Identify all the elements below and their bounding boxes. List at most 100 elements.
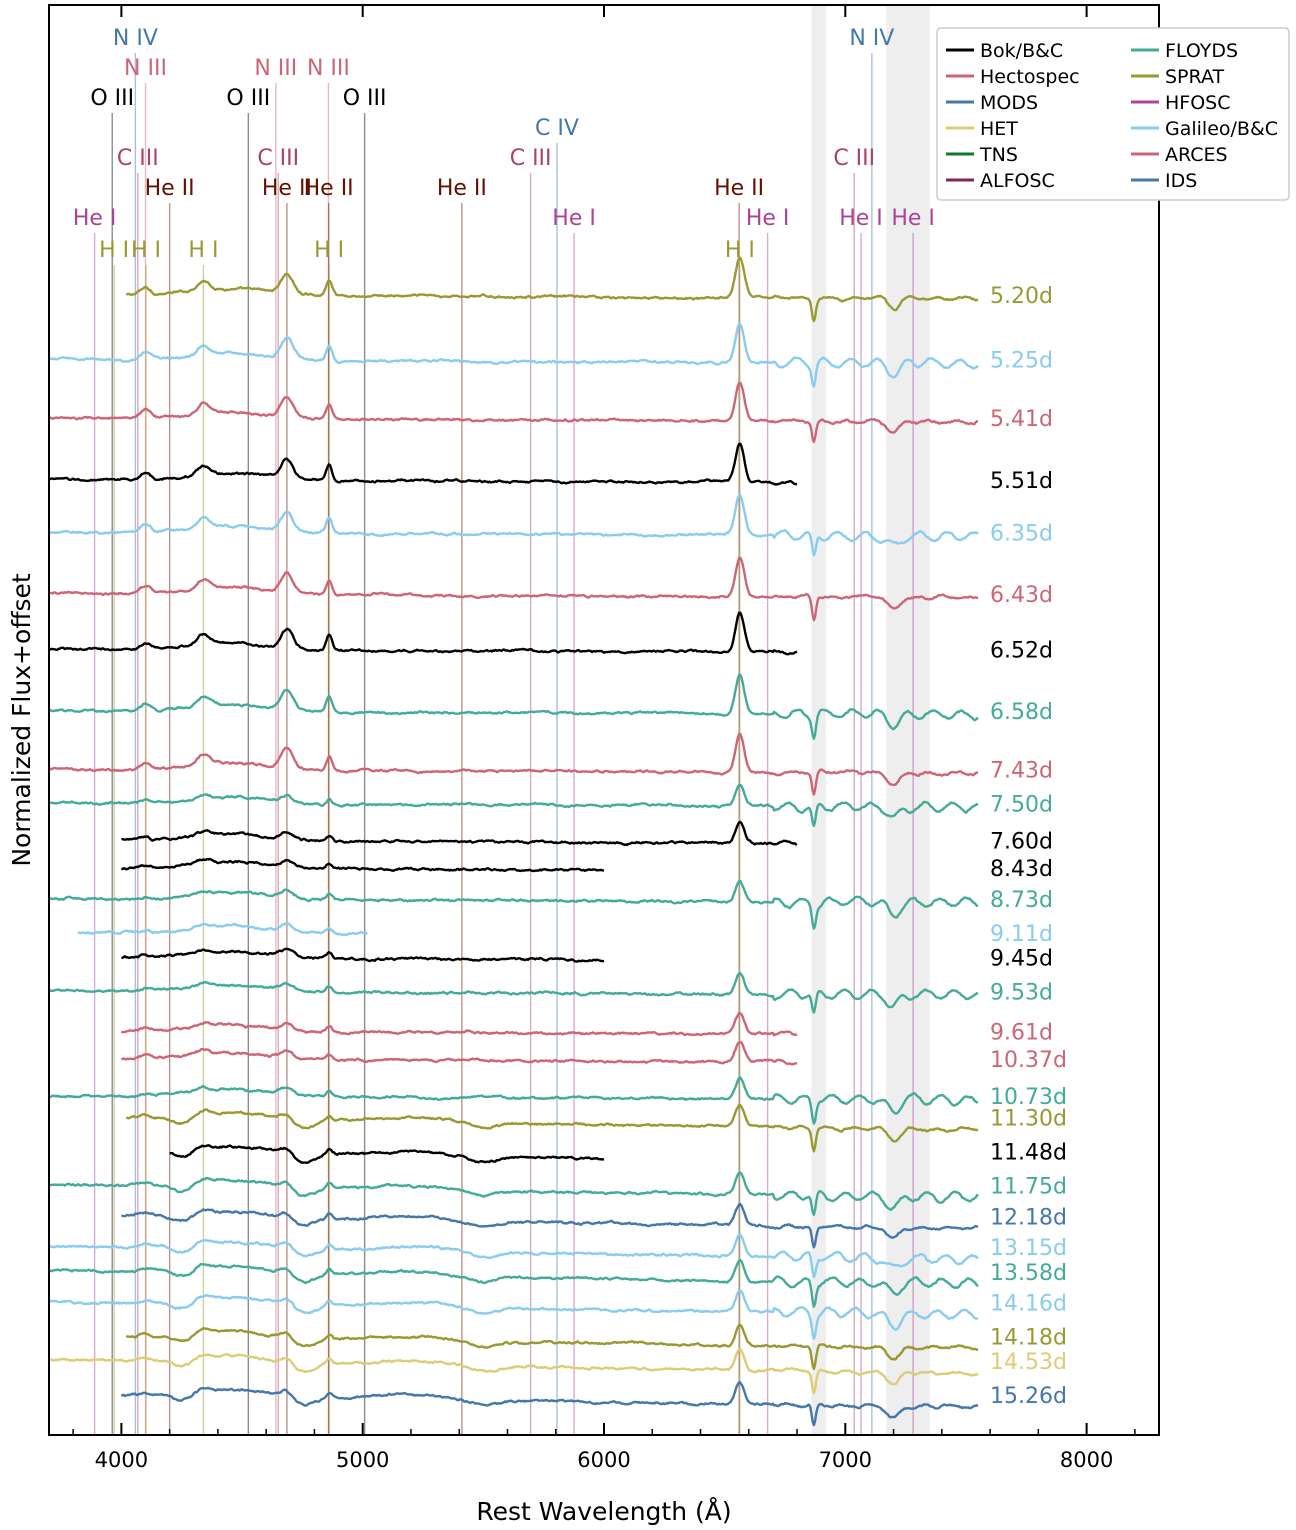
spectrum-11.30d — [126, 1103, 979, 1153]
epoch-label: 5.25d — [990, 349, 1053, 374]
x-axis-ticks: 4000 5000 6000 7000 8000 — [72, 5, 1136, 1472]
x-tick-label: 8000 — [1060, 1448, 1113, 1472]
legend: Bok/B&C Hectospec MODS HET TNS ALFOSC FLOYDS SP… — [936, 27, 1290, 201]
epoch-label: 12.18d — [990, 1205, 1067, 1230]
line-id-labels: N IV N IV N III N III N III O III O III O III C … — [73, 26, 935, 263]
spectrum-6.43d — [48, 556, 979, 622]
epoch-label: 7.50d — [990, 792, 1053, 817]
line-id-label: He II — [262, 176, 312, 201]
spectrum-5.20d — [126, 256, 979, 323]
legend-label: FLOYDS — [1165, 40, 1238, 62]
epoch-label: 13.58d — [990, 1261, 1067, 1286]
line-id-label: N III — [124, 56, 167, 81]
legend-label: ALFOSC — [980, 170, 1055, 192]
legend-label: SPRAT — [1165, 66, 1224, 88]
line-id-label: C III — [833, 146, 875, 171]
epoch-label: 8.73d — [990, 888, 1053, 913]
line-id-label: C III — [510, 146, 552, 171]
spectrum-8.73d — [48, 879, 979, 930]
line-id-label: N IV — [849, 26, 894, 51]
spectrum-7.50d — [48, 783, 979, 827]
line-id-label: He II — [145, 176, 195, 201]
spectrum-14.18d — [125, 1323, 978, 1370]
spectrum-14.16d — [48, 1289, 979, 1340]
epoch-label: 14.18d — [990, 1325, 1067, 1350]
legend-label: TNS — [979, 144, 1018, 166]
line-id-label: N III — [307, 56, 350, 81]
epoch-label: 10.73d — [990, 1085, 1067, 1110]
line-id-label: C IV — [535, 116, 579, 141]
line-id-label: He I — [73, 206, 117, 231]
line-id-label: H I — [99, 238, 129, 263]
x-axis-label: Rest Wavelength (Å) — [476, 1497, 731, 1526]
line-id-label: He I — [891, 206, 935, 231]
spectrum-10.73d — [48, 1076, 979, 1125]
epoch-label: 9.61d — [990, 1020, 1053, 1045]
spectrum-7.60d — [121, 820, 798, 847]
epoch-label: 7.43d — [990, 759, 1053, 784]
x-tick-label: 7000 — [819, 1448, 872, 1472]
spectra-series — [48, 256, 979, 1427]
epoch-label: 6.52d — [990, 638, 1053, 663]
line-id-label: He I — [552, 206, 596, 231]
spectrum-6.58d — [49, 673, 979, 740]
line-id-label: H I — [131, 238, 161, 263]
x-tick-label: 5000 — [336, 1448, 389, 1472]
y-axis-label: Normalized Flux+offset — [7, 573, 36, 867]
line-id-label: O III — [343, 86, 387, 111]
epoch-label: 5.20d — [990, 284, 1053, 309]
spectrum-9.61d — [120, 1011, 798, 1037]
line-id-label: C III — [257, 146, 299, 171]
spectrum-6.35d — [48, 494, 979, 557]
legend-label: Galileo/B&C — [1165, 118, 1278, 140]
spectrum-15.26d — [120, 1381, 979, 1427]
spectrum-9.53d — [48, 972, 979, 1014]
spectrum-13.15d — [48, 1233, 979, 1279]
epoch-labels: 5.20d 5.25d 5.41d 5.51d 6.35d 6.43d 6.52d 6.58d… — [990, 284, 1067, 1409]
x-tick-label: 4000 — [95, 1448, 148, 1472]
line-id-label: He I — [746, 206, 790, 231]
line-id-label: He I — [839, 206, 883, 231]
telluric-band — [811, 5, 826, 1435]
spectrum-11.75d — [48, 1171, 979, 1216]
spectrum-12.18d — [121, 1202, 979, 1249]
epoch-label: 11.75d — [990, 1174, 1067, 1199]
spectrum-14.53d — [48, 1347, 979, 1395]
spectrum-6.52d — [48, 611, 798, 656]
line-id-label: He II — [304, 176, 354, 201]
x-tick-label: 6000 — [577, 1448, 630, 1472]
epoch-label: 6.35d — [990, 521, 1053, 546]
line-id-label: O III — [226, 86, 270, 111]
spectrum-9.11d — [77, 922, 369, 937]
spectrum-11.48d — [169, 1144, 605, 1164]
epoch-label: 15.26d — [990, 1384, 1067, 1409]
epoch-label: 10.37d — [990, 1048, 1067, 1073]
line-id-label: H I — [188, 238, 218, 263]
spectrum-5.25d — [48, 322, 979, 388]
line-id-label: C III — [117, 146, 159, 171]
spectrum-5.51d — [48, 442, 798, 486]
epoch-label: 14.53d — [990, 1350, 1067, 1375]
spectrum-13.58d — [48, 1259, 979, 1308]
spectrum-5.41d — [49, 381, 978, 444]
epoch-label: 13.15d — [990, 1236, 1067, 1261]
line-id-label: N IV — [113, 26, 158, 51]
epoch-label: 9.53d — [990, 980, 1053, 1005]
epoch-label: 6.58d — [990, 700, 1053, 725]
line-id-label: He II — [714, 176, 764, 201]
legend-box — [936, 27, 1290, 201]
epoch-label: 5.51d — [990, 469, 1053, 494]
telluric-bands — [811, 5, 930, 1435]
epoch-label: 6.43d — [990, 583, 1053, 608]
line-id-label: H I — [314, 238, 344, 263]
epoch-label: 11.48d — [990, 1141, 1067, 1166]
spectrum-8.43d — [120, 857, 605, 873]
legend-label: HFOSC — [1165, 92, 1231, 114]
epoch-label: 8.43d — [990, 857, 1053, 882]
spectrum-10.37d — [121, 1041, 798, 1066]
legend-label: Bok/B&C — [980, 40, 1063, 62]
line-id-label: N III — [254, 56, 297, 81]
legend-label: MODS — [980, 92, 1038, 114]
epoch-label: 9.11d — [990, 922, 1053, 947]
